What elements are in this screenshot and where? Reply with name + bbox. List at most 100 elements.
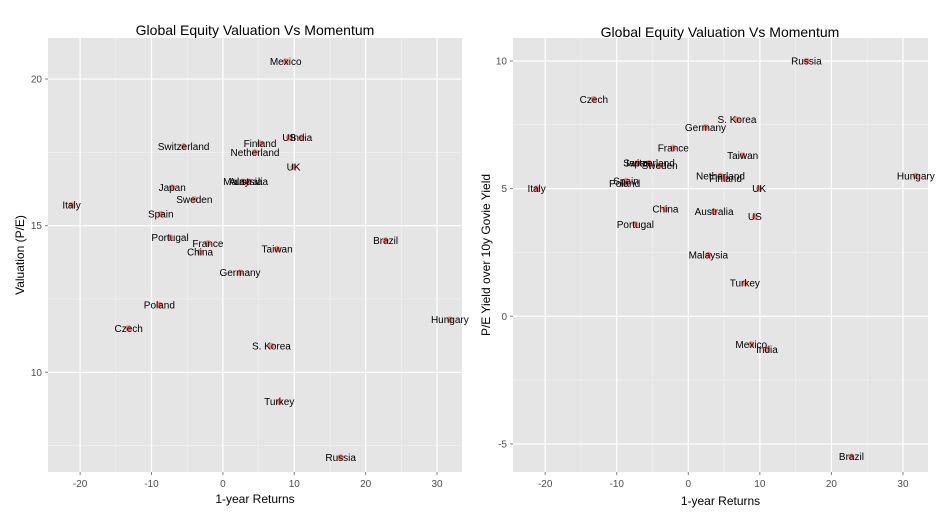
data-point (710, 208, 718, 215)
data-label: S. Korea (252, 341, 291, 352)
data-label: Brazil (839, 452, 864, 463)
data-point (702, 124, 709, 131)
data-label: Japan (624, 159, 651, 170)
data-point (191, 196, 198, 203)
data-label: S. Korea (717, 115, 756, 126)
y-tick-label: 20 (31, 75, 43, 86)
data-label: Russia (791, 56, 822, 67)
data-point (717, 172, 724, 180)
data-point (68, 201, 75, 209)
data-point (670, 144, 677, 151)
plot-background (48, 38, 462, 472)
data-label: Hungary (897, 171, 935, 182)
data-point (739, 152, 746, 159)
data-label: Turkey (730, 279, 760, 290)
data-point (590, 96, 598, 103)
data-point (157, 210, 164, 218)
x-tick-label: 0 (220, 479, 226, 490)
data-label: Sweden (642, 161, 678, 172)
data-label: Czech (114, 324, 142, 335)
data-point (748, 341, 755, 348)
data-point (256, 140, 264, 147)
data-label: Malaysia (223, 177, 263, 188)
y-axis-title: Valuation (P/E) (13, 215, 27, 295)
data-point (533, 185, 540, 192)
data-point (125, 325, 132, 332)
data-point (763, 346, 771, 353)
data-label: France (658, 143, 690, 154)
data-point (290, 163, 297, 171)
data-point (621, 180, 628, 187)
chart-panel-2: -20 -10 0 10 20 30 -5 0 5 10 Russia Czech S. KoreaGe… (479, 24, 935, 508)
x-tick-label: 20 (360, 479, 372, 490)
data-point (273, 245, 281, 253)
data-label: Portugal (151, 233, 188, 244)
data-label: Germany (219, 268, 260, 279)
data-label: Mexico (270, 57, 302, 68)
data-label: Poland (609, 179, 640, 190)
data-label: Japan (159, 183, 186, 194)
data-point (276, 398, 283, 405)
data-label: Australia (695, 207, 734, 218)
y-axis-title: P/E Yield over 10y Govie Yield (479, 174, 493, 336)
data-point (751, 213, 759, 220)
y-tick-label: 5 (501, 184, 507, 195)
x-tick-label: 10 (754, 479, 766, 490)
data-point (705, 251, 712, 259)
data-label: Brazil (373, 236, 398, 247)
data-label: Netherland (696, 171, 745, 182)
data-label: China (187, 248, 214, 259)
x-tick-label: -20 (538, 479, 553, 490)
data-point (912, 172, 920, 180)
data-point (446, 316, 454, 323)
data-point (382, 237, 389, 244)
data-label: Italy (62, 201, 80, 212)
data-label: Russia (325, 453, 356, 464)
data-point (662, 205, 669, 213)
data-label: India (756, 345, 778, 356)
data-point (634, 159, 641, 167)
data-label: Finland (709, 174, 742, 185)
data-label: Mexico (735, 340, 767, 351)
y-tick-label: 0 (501, 312, 507, 323)
data-point (196, 248, 204, 256)
data-label: US (282, 133, 296, 144)
data-point (286, 134, 293, 141)
data-label: Netherland (231, 148, 280, 159)
x-tick-label: 10 (289, 479, 301, 490)
x-axis-title: 1-year Returns (215, 492, 294, 506)
x-tick-label: 0 (686, 479, 692, 490)
x-tick-label: 30 (897, 479, 909, 490)
data-label: Finland (244, 139, 277, 150)
data-label: UK (752, 184, 766, 195)
data-point (166, 234, 174, 241)
data-point (245, 178, 252, 185)
data-label: Czech (580, 95, 608, 106)
x-tick-label: 20 (826, 479, 838, 490)
data-label: Portugal (617, 220, 654, 231)
data-label: Switzerland (158, 142, 210, 153)
data-label: India (291, 133, 313, 144)
data-label: UK (287, 163, 301, 174)
data-label: Poland (144, 300, 175, 311)
y-tick-label: 10 (31, 368, 43, 379)
data-point (337, 454, 344, 461)
x-tick-label: 30 (431, 479, 443, 490)
data-point (282, 58, 289, 65)
data-point (741, 279, 749, 287)
data-point (239, 178, 247, 185)
data-point (251, 149, 259, 156)
data-point (848, 453, 855, 460)
y-tick-label: 10 (496, 56, 508, 67)
data-label: Spain (148, 209, 174, 220)
data-label: Italy (527, 184, 545, 195)
data-point (645, 159, 653, 167)
data-label: Germany (685, 123, 726, 134)
data-label: Taiwan (727, 151, 758, 162)
data-label: Switzerland (623, 159, 675, 170)
data-point (268, 342, 275, 350)
chart-title: Global Equity Valuation Vs Momentum (601, 24, 840, 40)
data-label: Australia (229, 177, 268, 188)
